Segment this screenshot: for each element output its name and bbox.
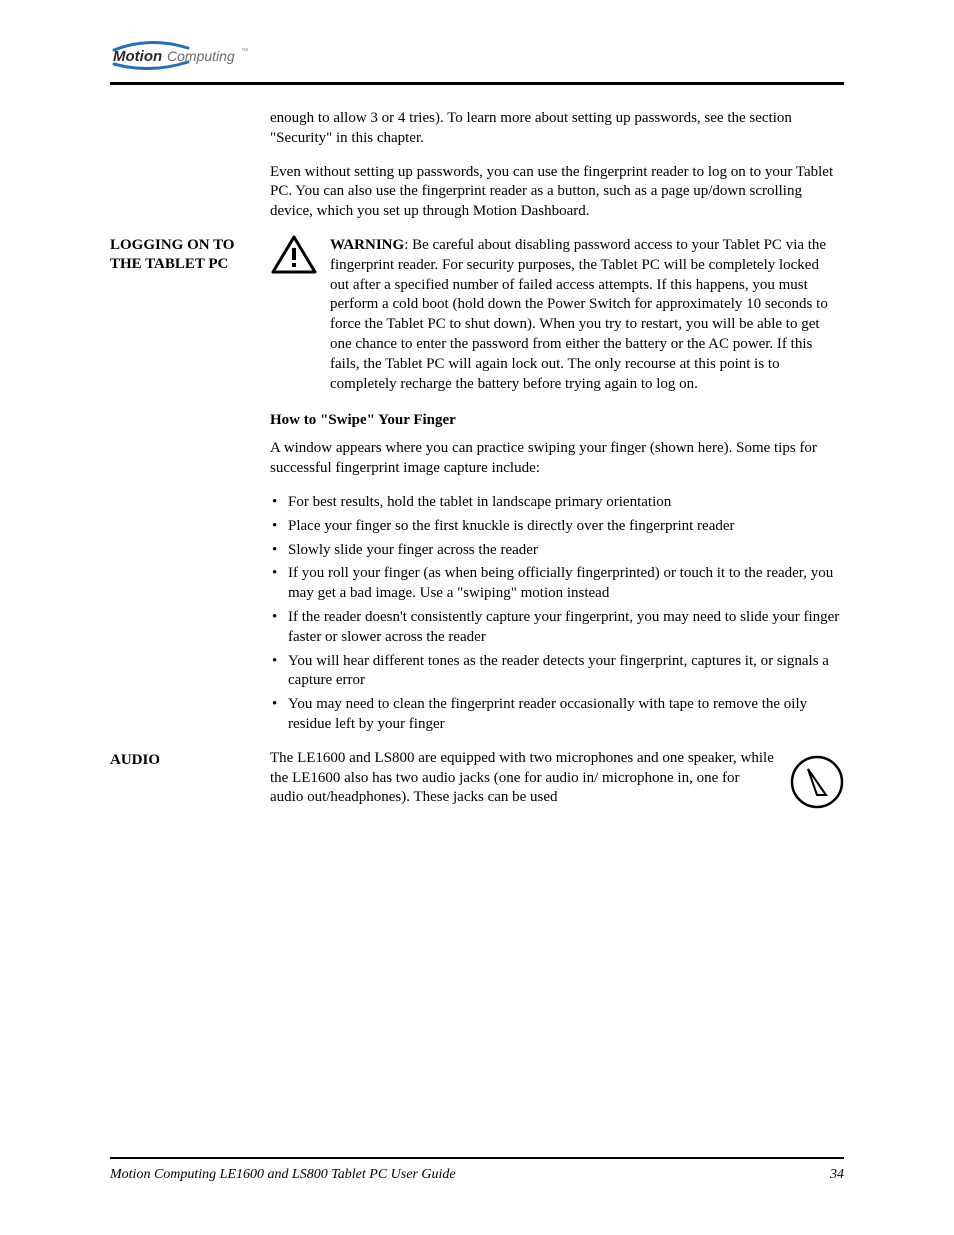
howto-bullet: Place your finger so the first knuckle i… bbox=[270, 517, 840, 537]
audio-row: Audio The LE1600 and LS800 are equipped … bbox=[110, 749, 844, 809]
footer-title: Motion Computing LE1600 and LS800 Tablet… bbox=[110, 1167, 456, 1183]
warning-body: : Be careful about disabling password ac… bbox=[330, 237, 828, 392]
speaker-icon bbox=[790, 755, 844, 814]
svg-text:™: ™ bbox=[241, 48, 248, 55]
page: Motion Computing ™ enough to allow 3 or … bbox=[0, 0, 954, 1235]
footer-rule bbox=[110, 1157, 844, 1159]
svg-text:Motion: Motion bbox=[113, 48, 162, 65]
header-rule bbox=[110, 82, 844, 85]
svg-text:Computing: Computing bbox=[167, 48, 235, 64]
page-number: 34 bbox=[830, 1167, 844, 1183]
header-logo-area: Motion Computing ™ bbox=[110, 46, 844, 80]
howto-bullet: You will hear different tones as the rea… bbox=[270, 652, 840, 692]
motion-computing-logo: Motion Computing ™ bbox=[110, 40, 250, 75]
warning-row: LOGGING ON TO THE TABLET PC WARNING: Be … bbox=[110, 236, 844, 394]
intro-paragraph-1: enough to allow 3 or 4 tries). To learn … bbox=[270, 109, 840, 149]
howto-bullet: If you roll your finger (as when being o… bbox=[270, 564, 840, 604]
warning-paragraph: WARNING: Be careful about disabling pass… bbox=[330, 236, 840, 394]
howto-block: How to "Swipe" Your Finger A window appe… bbox=[270, 412, 840, 734]
section-label-logon: LOGGING ON TO THE TABLET PC bbox=[110, 236, 260, 274]
howto-bullet: For best results, hold the tablet in lan… bbox=[270, 493, 840, 513]
page-footer: Motion Computing LE1600 and LS800 Tablet… bbox=[110, 1157, 844, 1183]
warning-icon bbox=[270, 234, 318, 281]
intro-paragraph-2: Even without setting up passwords, you c… bbox=[270, 163, 840, 222]
howto-intro: A window appears where you can practice … bbox=[270, 439, 840, 479]
audio-paragraph: The LE1600 and LS800 are equipped with t… bbox=[270, 749, 774, 808]
section-label-audio: Audio bbox=[110, 751, 260, 770]
howto-bullet: Slowly slide your finger across the read… bbox=[270, 541, 840, 561]
howto-bullet: You may need to clean the fingerprint re… bbox=[270, 695, 840, 735]
howto-bullet-list: For best results, hold the tablet in lan… bbox=[270, 493, 840, 735]
howto-bullet: If the reader doesn't consistently captu… bbox=[270, 608, 840, 648]
warning-word: WARNING bbox=[330, 237, 404, 253]
intro-block: enough to allow 3 or 4 tries). To learn … bbox=[270, 109, 840, 222]
howto-heading: How to "Swipe" Your Finger bbox=[270, 412, 840, 429]
